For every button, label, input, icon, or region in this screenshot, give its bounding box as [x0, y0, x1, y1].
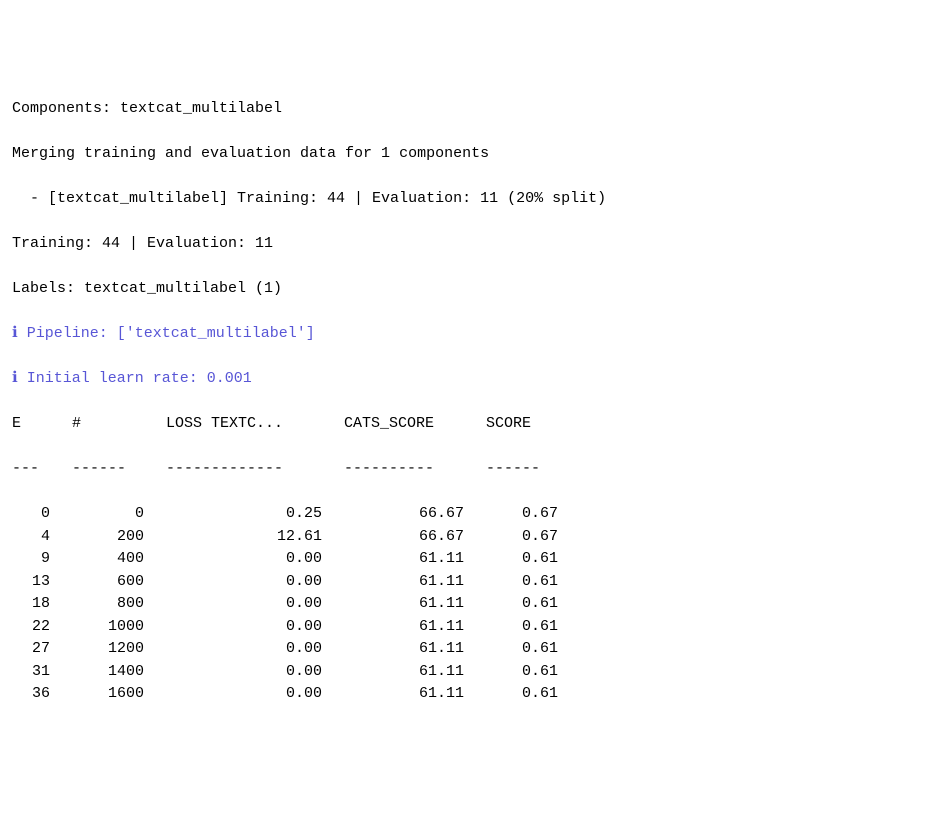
split-detail-line: - [textcat_multilabel] Training: 44 | Ev… [12, 188, 938, 211]
cell-score: 0.67 [486, 503, 558, 526]
training-table-row: 13 600 0.00 61.11 0.61 [12, 571, 938, 594]
cell-score: 0.61 [486, 683, 558, 706]
pipeline-info-line: ℹ Pipeline: ['textcat_multilabel'] [12, 323, 938, 346]
cell-epoch: 18 [12, 593, 50, 616]
cell-cats-score: 61.11 [344, 638, 464, 661]
cell-loss: 0.00 [166, 571, 322, 594]
cell-cats-score: 61.11 [344, 593, 464, 616]
cell-step: 600 [72, 571, 144, 594]
cell-epoch: 4 [12, 526, 50, 549]
cell-epoch: 36 [12, 683, 50, 706]
components-line: Components: textcat_multilabel [12, 98, 938, 121]
sep-step: ------ [72, 458, 144, 481]
cell-loss: 0.00 [166, 661, 322, 684]
labels-line: Labels: textcat_multilabel (1) [12, 278, 938, 301]
cell-step: 1200 [72, 638, 144, 661]
cell-score: 0.61 [486, 548, 558, 571]
cell-score: 0.61 [486, 571, 558, 594]
cell-epoch: 9 [12, 548, 50, 571]
training-table-row: 4 200 12.61 66.67 0.67 [12, 526, 938, 549]
cell-cats-score: 61.11 [344, 571, 464, 594]
training-table-row: 18 800 0.00 61.11 0.61 [12, 593, 938, 616]
training-table-header: E # LOSS TEXTC... CATS_SCORE SCORE [12, 413, 938, 436]
cell-score: 0.61 [486, 616, 558, 639]
cell-cats-score: 66.67 [344, 526, 464, 549]
cell-loss: 0.00 [166, 638, 322, 661]
cell-score: 0.61 [486, 638, 558, 661]
cell-score: 0.67 [486, 526, 558, 549]
sep-score: ------ [486, 458, 558, 481]
learn-rate-info-line: ℹ Initial learn rate: 0.001 [12, 368, 938, 391]
header-loss: LOSS TEXTC... [166, 413, 322, 436]
header-cats-score: CATS_SCORE [344, 413, 464, 436]
training-table-row: 36 1600 0.00 61.11 0.61 [12, 683, 938, 706]
cell-step: 0 [72, 503, 144, 526]
training-table-row: 22 1000 0.00 61.11 0.61 [12, 616, 938, 639]
header-epoch: E [12, 413, 50, 436]
cell-loss: 0.00 [166, 548, 322, 571]
training-table-body: 00 0.25 66.67 0.67 4 200 12.61 66.67 0.67 9 400 0.0… [12, 503, 938, 706]
cell-cats-score: 61.11 [344, 661, 464, 684]
cell-step: 1400 [72, 661, 144, 684]
cell-epoch: 27 [12, 638, 50, 661]
cell-cats-score: 61.11 [344, 683, 464, 706]
header-step: # [72, 413, 144, 436]
training-table-row: 00 0.25 66.67 0.67 [12, 503, 938, 526]
cell-step: 1600 [72, 683, 144, 706]
merging-line: Merging training and evaluation data for… [12, 143, 938, 166]
cell-epoch: 31 [12, 661, 50, 684]
train-eval-line: Training: 44 | Evaluation: 11 [12, 233, 938, 256]
cell-cats-score: 61.11 [344, 616, 464, 639]
cell-loss: 0.25 [166, 503, 322, 526]
cell-step: 400 [72, 548, 144, 571]
cell-step: 1000 [72, 616, 144, 639]
cell-epoch: 13 [12, 571, 50, 594]
cell-loss: 0.00 [166, 616, 322, 639]
cell-epoch: 22 [12, 616, 50, 639]
header-score: SCORE [486, 413, 558, 436]
cell-step: 200 [72, 526, 144, 549]
cell-cats-score: 66.67 [344, 503, 464, 526]
cell-step: 800 [72, 593, 144, 616]
cell-loss: 12.61 [166, 526, 322, 549]
training-table-row: 31 1400 0.00 61.11 0.61 [12, 661, 938, 684]
sep-epoch: --- [12, 458, 50, 481]
cell-cats-score: 61.11 [344, 548, 464, 571]
training-table-row: 27 1200 0.00 61.11 0.61 [12, 638, 938, 661]
cell-loss: 0.00 [166, 593, 322, 616]
cell-score: 0.61 [486, 661, 558, 684]
training-table-row: 9 400 0.00 61.11 0.61 [12, 548, 938, 571]
cell-epoch: 0 [12, 503, 50, 526]
sep-cats: ---------- [344, 458, 464, 481]
sep-loss: ------------- [166, 458, 322, 481]
training-table-separator: -------------------------------------- [12, 458, 938, 481]
cell-loss: 0.00 [166, 683, 322, 706]
cell-score: 0.61 [486, 593, 558, 616]
